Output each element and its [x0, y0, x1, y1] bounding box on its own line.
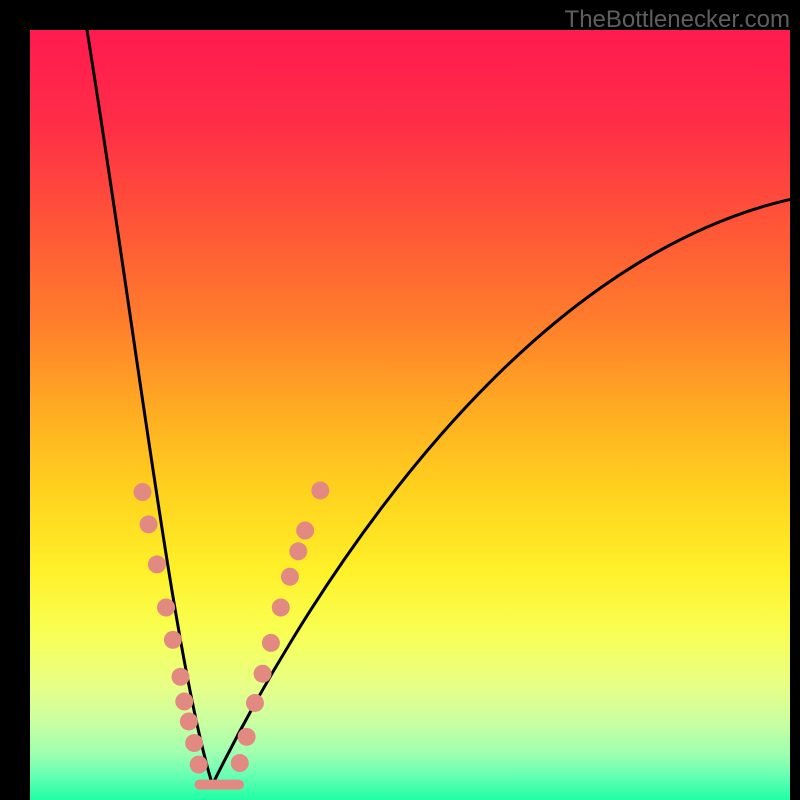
right-arm-dot-1 — [238, 728, 256, 746]
right-arm-dot-0 — [231, 754, 249, 772]
bottleneck-curve — [87, 30, 790, 785]
left-arm-dot-8 — [185, 734, 203, 752]
left-arm-dot-6 — [175, 692, 193, 710]
right-arm-dot-7 — [289, 542, 307, 560]
left-arm-dot-2 — [148, 555, 166, 573]
right-arm-dot-6 — [281, 568, 299, 586]
right-arm-dot-5 — [272, 599, 290, 617]
watermark-text: TheBottlenecker.com — [565, 6, 790, 34]
right-arm-dot-8 — [296, 522, 314, 540]
chart-stage: TheBottlenecker.com — [0, 0, 800, 800]
left-arm-dot-1 — [140, 515, 158, 533]
right-arm-dot-2 — [246, 694, 264, 712]
left-arm-dot-5 — [171, 668, 189, 686]
left-arm-dot-7 — [180, 712, 198, 730]
right-arm-dot-4 — [262, 634, 280, 652]
left-arm-dot-4 — [164, 631, 182, 649]
left-arm-dot-3 — [157, 599, 175, 617]
right-arm-dot-3 — [254, 665, 272, 683]
right-arm-dot-9 — [311, 481, 329, 499]
left-arm-dot-0 — [133, 483, 151, 501]
left-arm-dot-9 — [190, 756, 208, 774]
curve-layer — [0, 0, 800, 800]
